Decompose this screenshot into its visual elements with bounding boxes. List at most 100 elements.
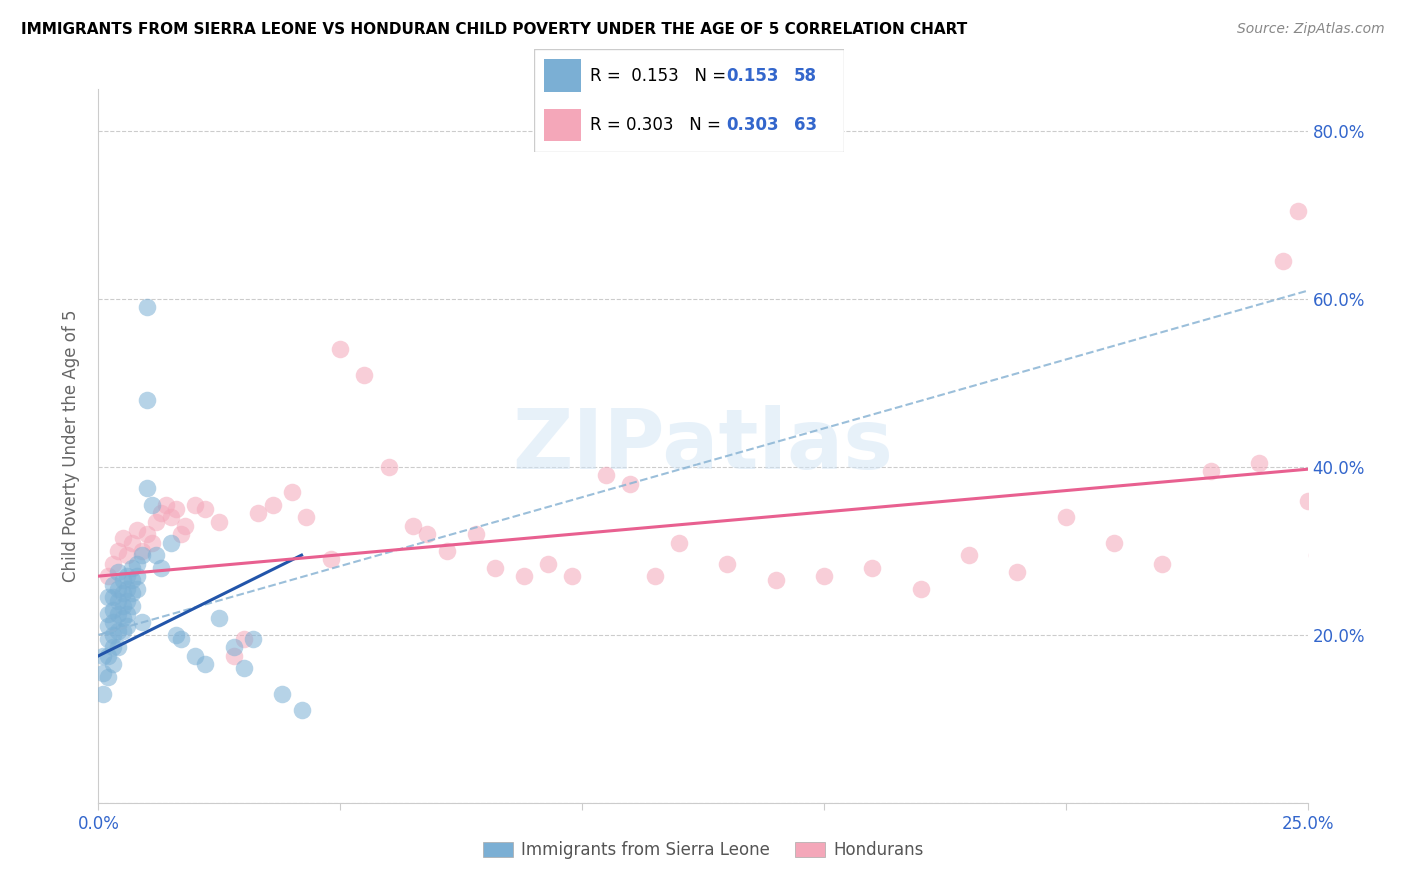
Point <box>127 569 149 583</box>
Point <box>121 586 143 600</box>
Point <box>101 577 124 591</box>
Point <box>141 498 163 512</box>
Point <box>561 569 583 583</box>
Point <box>262 498 284 512</box>
Point <box>101 615 124 630</box>
Point <box>97 632 120 646</box>
Point <box>107 624 129 638</box>
Point <box>145 515 167 529</box>
Text: 63: 63 <box>794 116 817 134</box>
Point <box>111 532 134 546</box>
Point <box>131 615 153 630</box>
Point <box>111 611 134 625</box>
Point <box>107 544 129 558</box>
Text: 0.303: 0.303 <box>725 116 779 134</box>
Point <box>135 301 157 315</box>
Point <box>319 552 342 566</box>
Point <box>377 460 399 475</box>
Point <box>111 599 134 613</box>
Point <box>91 687 114 701</box>
Point <box>1102 535 1125 549</box>
Point <box>117 582 139 596</box>
Point <box>194 502 217 516</box>
Point <box>101 603 124 617</box>
Point <box>97 607 120 621</box>
Point <box>1336 540 1358 554</box>
Point <box>135 481 157 495</box>
Point <box>127 557 149 571</box>
Point <box>1296 493 1319 508</box>
Point <box>232 661 254 675</box>
Point <box>644 569 666 583</box>
Point <box>194 657 217 672</box>
Point <box>184 648 207 663</box>
Point <box>101 590 124 604</box>
Point <box>97 619 120 633</box>
Point <box>174 518 197 533</box>
Point <box>127 523 149 537</box>
Point <box>150 506 173 520</box>
Point <box>208 611 231 625</box>
Point <box>117 607 139 621</box>
Point <box>155 498 177 512</box>
Point <box>165 502 187 516</box>
Point <box>117 594 139 608</box>
Point <box>141 535 163 549</box>
FancyBboxPatch shape <box>534 49 844 152</box>
Point <box>107 594 129 608</box>
Point <box>117 548 139 562</box>
Point <box>111 624 134 638</box>
Text: R =  0.153   N =: R = 0.153 N = <box>591 67 731 85</box>
Point <box>416 527 439 541</box>
Point <box>1199 464 1222 478</box>
Point <box>97 569 120 583</box>
Point <box>436 544 458 558</box>
Point <box>208 515 231 529</box>
Point <box>860 560 883 574</box>
Point <box>619 476 641 491</box>
Text: R = 0.303   N =: R = 0.303 N = <box>591 116 725 134</box>
Point <box>160 535 183 549</box>
Point <box>222 648 245 663</box>
Point <box>402 518 425 533</box>
Point <box>1249 456 1271 470</box>
Point <box>1152 557 1174 571</box>
FancyBboxPatch shape <box>544 60 581 92</box>
Text: 58: 58 <box>794 67 817 85</box>
Point <box>271 687 294 701</box>
Point <box>121 574 143 588</box>
Point <box>513 569 536 583</box>
Point <box>111 574 134 588</box>
Point <box>131 548 153 562</box>
Text: IMMIGRANTS FROM SIERRA LEONE VS HONDURAN CHILD POVERTY UNDER THE AGE OF 5 CORREL: IMMIGRANTS FROM SIERRA LEONE VS HONDURAN… <box>21 22 967 37</box>
Point <box>107 607 129 621</box>
Legend: Immigrants from Sierra Leone, Hondurans: Immigrants from Sierra Leone, Hondurans <box>475 835 931 866</box>
Point <box>1272 254 1295 268</box>
Point <box>101 657 124 672</box>
Text: ZIPatlas: ZIPatlas <box>513 406 893 486</box>
Point <box>145 548 167 562</box>
Point <box>537 557 560 571</box>
Point <box>131 544 153 558</box>
Point <box>117 619 139 633</box>
Point <box>184 498 207 512</box>
Point <box>464 527 486 541</box>
Point <box>222 640 245 655</box>
Point <box>232 632 254 646</box>
Point <box>111 586 134 600</box>
Point <box>353 368 375 382</box>
Point <box>910 582 932 596</box>
Point <box>1306 548 1329 562</box>
Point <box>295 510 318 524</box>
Point <box>107 640 129 655</box>
Point <box>1054 510 1077 524</box>
Point <box>91 665 114 680</box>
Point <box>169 632 191 646</box>
Point <box>121 535 143 549</box>
Text: Source: ZipAtlas.com: Source: ZipAtlas.com <box>1237 22 1385 37</box>
Point <box>101 628 124 642</box>
Point <box>165 628 187 642</box>
Point <box>765 574 787 588</box>
Point <box>169 527 191 541</box>
Point <box>91 648 114 663</box>
